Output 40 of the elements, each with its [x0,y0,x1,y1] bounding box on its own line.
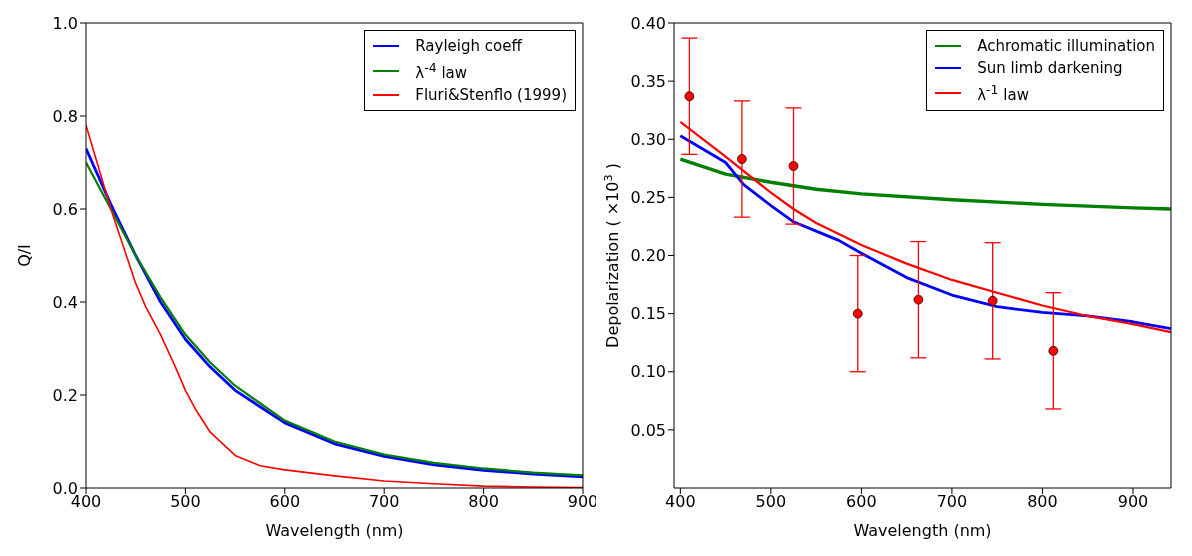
y-tick-label: 0.35 [630,71,666,91]
point [788,161,799,171]
legend-label: Achromatic illumination [977,36,1155,57]
legend-label: Fluri&Stenflo (1999) [415,85,567,106]
x-tick-label: 500 [755,492,787,512]
x-tick-label: 400 [665,492,696,512]
legend-label: λ$^{-1}$ law [977,81,1029,106]
x-tick-label: 700 [936,492,968,512]
y-tick-label: 0.25 [630,188,666,208]
y-tick-label: 1.0 [52,13,78,33]
x-tick-label: 900 [1117,492,1149,512]
y-axis-title: Q/I [15,244,34,267]
x-tick-label: 700 [368,492,400,512]
point [852,308,863,319]
y-tick-label: 0.2 [52,385,78,405]
y-tick-label: 0.4 [52,292,78,312]
point [684,91,695,102]
point [737,154,747,164]
x-tick-label: 600 [846,492,877,512]
legend-label: Rayleigh coeff [415,36,522,57]
x-axis-title: Wavelength (nm) [853,521,992,540]
y-tick-label: 0.40 [630,13,666,33]
y-tick-label: 0.05 [630,420,666,440]
x-axis-title: Wavelength (nm) [265,521,404,540]
point [987,295,998,306]
x-tick-label: 500 [170,492,201,512]
y-tick-label: 0.30 [630,129,666,149]
y-tick-label: 0.6 [52,199,78,219]
legend-label: λ$^{-4}$ law [415,59,468,84]
x-tick-label: 800 [468,492,499,512]
line-series [678,157,1171,211]
legend-label: Sun limb darkening [977,58,1123,79]
x-tick-label: 800 [1027,492,1058,512]
y-tick-label: 0.8 [52,106,78,126]
y-tick-label: 0.10 [630,362,666,382]
point [913,294,924,305]
y-tick-label: 0.20 [630,246,666,266]
x-tick-label: 600 [269,492,301,512]
y-tick-label: 0.15 [630,304,666,324]
point [1048,345,1059,356]
